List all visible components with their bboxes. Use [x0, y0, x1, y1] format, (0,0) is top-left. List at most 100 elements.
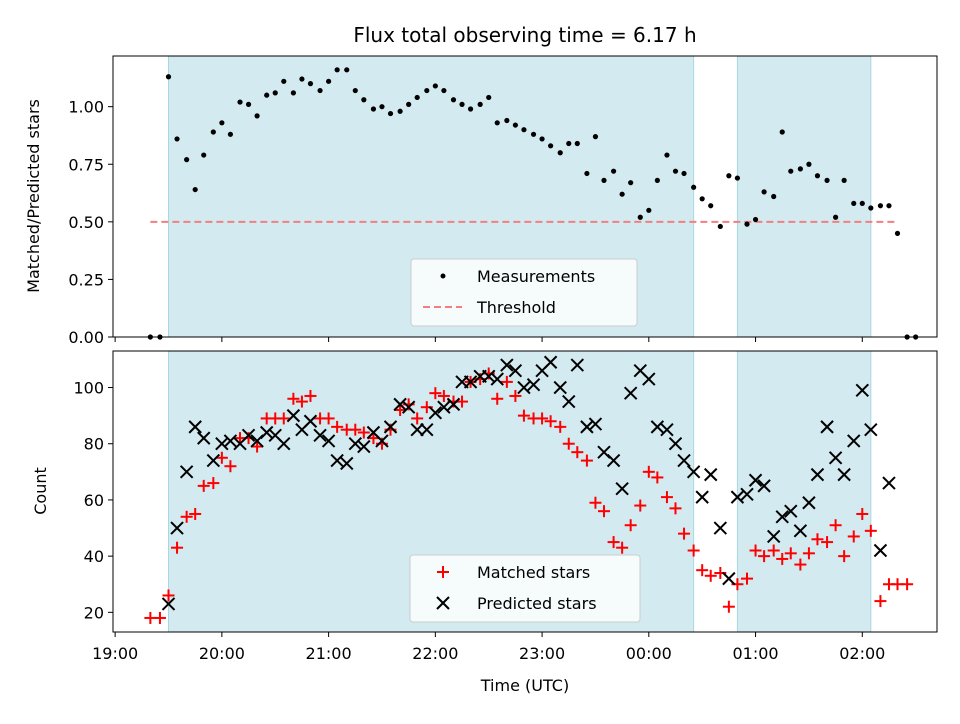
matched-star-point — [821, 536, 834, 549]
measurement-point — [379, 104, 385, 110]
matched-star-point — [162, 589, 175, 602]
matched-star-point — [660, 491, 673, 504]
bottom-plot-frame — [112, 350, 938, 633]
matched-star-point — [741, 572, 754, 585]
matched-star-point — [207, 477, 220, 490]
matched-star-point — [277, 412, 290, 425]
matched-star-point — [429, 387, 442, 400]
measurement-point — [387, 110, 394, 117]
measurement-point — [299, 76, 305, 82]
measurement-point — [210, 129, 216, 135]
measurement-point — [361, 97, 367, 103]
x-tick-label: 22:00 — [412, 644, 458, 663]
predicted-star-point — [321, 434, 336, 448]
matched-star-point — [571, 446, 584, 459]
predicted-star-point — [241, 428, 256, 443]
matched-star-point — [901, 578, 914, 591]
measurement-point — [548, 143, 554, 149]
measurement-point — [708, 203, 714, 209]
shaded-interval — [736, 55, 872, 338]
y-tick-label: 0.00 — [68, 328, 104, 347]
predicted-stars-points — [161, 355, 896, 611]
matched-star-point — [874, 595, 887, 608]
predicted-star-point — [357, 439, 371, 454]
matched-star-point — [616, 541, 629, 554]
measurement-point — [619, 191, 625, 197]
predicted-star-point — [383, 420, 398, 434]
measurement-point — [344, 67, 350, 73]
measurement-point — [352, 87, 358, 94]
measurement-point — [637, 214, 643, 220]
predicted-star-point — [401, 400, 416, 414]
predicted-star-point — [463, 375, 478, 389]
matched-star-point — [357, 426, 370, 439]
matched-star-point — [367, 432, 380, 445]
matched-star-point — [856, 507, 869, 520]
measurement-point — [726, 173, 732, 179]
predicted-star-point — [428, 406, 443, 420]
measurement-point — [326, 78, 332, 84]
y-tick-label: 60 — [84, 491, 104, 510]
threshold-legend-label: Threshold — [476, 298, 556, 317]
measurement-point — [788, 168, 794, 174]
measurement-point — [254, 113, 260, 119]
measurement-point — [504, 117, 510, 124]
measurement-point — [281, 78, 287, 84]
predicted-star-point — [775, 510, 789, 524]
predicted-star-point — [882, 476, 896, 490]
matched-star-point — [491, 392, 504, 405]
measurement-point — [771, 193, 777, 200]
predicted-star-point — [713, 521, 728, 535]
predicted-star-point — [313, 428, 327, 443]
bottom-y-ticks: 20 40 60 80 100 — [73, 379, 113, 622]
predicted-star-point — [615, 481, 629, 496]
matched-star-point — [554, 420, 567, 433]
measurement-point — [370, 106, 377, 112]
measurement-point — [424, 87, 430, 94]
measurement-point — [539, 136, 545, 142]
predicted-star-point — [766, 529, 781, 544]
predicted-star-point — [847, 434, 861, 448]
measurement-point — [681, 170, 687, 177]
predicted-star-point — [410, 422, 424, 437]
x-tick-label: 02:00 — [839, 644, 885, 663]
matched-star-point — [189, 507, 202, 520]
top-y-ticks: 0.00 0.25 0.50 0.75 1.00 — [68, 98, 113, 347]
top-x-ticks — [114, 337, 863, 342]
predicted-star-point — [660, 422, 674, 437]
matched-star-point — [349, 423, 362, 436]
predicted-star-point — [562, 394, 576, 409]
predicted-star-point — [606, 453, 621, 468]
bottom-y-axis-label: Count — [31, 467, 50, 515]
matched-star-point — [394, 404, 407, 417]
x-tick-label: 00:00 — [626, 644, 672, 663]
x-tick-label: 23:00 — [519, 644, 565, 663]
predicted-star-point — [179, 465, 194, 479]
measurement-point — [467, 106, 474, 112]
predicted-stars-legend-label: Predicted stars — [477, 594, 597, 613]
predicted-star-point — [748, 473, 763, 487]
predicted-star-point — [650, 420, 665, 434]
matched-star-point — [758, 550, 771, 563]
bottom-x-ticks: 19:00 20:00 21:00 22:00 23:00 00:00 01:00 02:00 — [92, 632, 885, 663]
top-panel: 0.00 0.25 0.50 0.75 1.00 Matched/Predicted s… — [24, 55, 938, 347]
measurement-point — [717, 223, 723, 230]
y-tick-label: 0.75 — [68, 155, 104, 174]
measurement-point — [307, 81, 314, 87]
measurement-point — [841, 177, 847, 183]
measurement-point — [752, 216, 759, 223]
y-tick-label: 0.25 — [68, 270, 104, 289]
top-legend: Measurements Threshold — [410, 258, 638, 327]
measurement-point — [894, 230, 901, 236]
matched-star-point — [580, 454, 593, 467]
matched-star-point — [180, 510, 193, 523]
predicted-star-point — [722, 571, 736, 586]
predicted-star-point — [623, 386, 638, 400]
matched-star-point — [864, 524, 877, 537]
measurement-point — [477, 101, 483, 107]
measurement-point — [459, 101, 465, 107]
measurement-point — [432, 83, 438, 89]
matched-star-point — [224, 460, 237, 473]
predicted-star-point — [642, 372, 656, 386]
predicted-star-point — [215, 437, 229, 451]
